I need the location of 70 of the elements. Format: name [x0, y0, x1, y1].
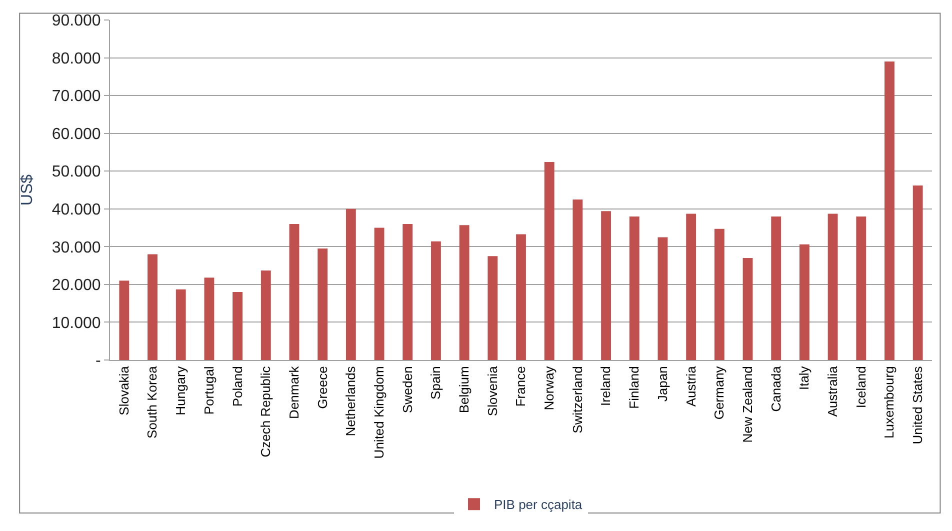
x-tick-label: Slovakia — [116, 365, 132, 416]
x-tick-label: Canada — [768, 365, 784, 412]
y-tick-label: 90.000 — [52, 12, 101, 30]
bar — [459, 225, 470, 360]
x-tick-label: Switzerland — [570, 366, 585, 434]
bar — [204, 278, 214, 360]
y-tick-label: - — [95, 352, 101, 370]
bar — [686, 214, 696, 360]
bar — [232, 292, 243, 360]
x-tick-label: Slovenia — [484, 365, 500, 416]
y-tick-label: 40.000 — [52, 201, 101, 218]
bar — [260, 270, 271, 360]
x-tick-label: Netherlands — [343, 366, 358, 436]
y-tick-label: 30.000 — [52, 239, 101, 256]
bar — [488, 256, 498, 360]
x-tick-label: South Korea — [144, 365, 160, 438]
x-tick-label: Germany — [712, 366, 727, 420]
bar — [176, 289, 186, 360]
x-tick-label: Portugal — [201, 366, 216, 415]
bar — [431, 241, 441, 360]
bar — [374, 228, 384, 360]
x-tick-label: Denmark — [286, 366, 302, 419]
y-tick-label: 20.000 — [52, 277, 101, 294]
x-tick-label: France — [513, 366, 528, 407]
bar — [884, 62, 894, 360]
x-tick-label: Poland — [230, 366, 245, 407]
bar — [148, 254, 158, 360]
x-tick-label: Austria — [683, 365, 698, 407]
bar — [912, 185, 923, 360]
x-tick-label: Australia — [825, 365, 840, 417]
x-tick-label: Luxembourg — [882, 366, 897, 438]
y-tick-label: 10.000 — [52, 314, 101, 332]
x-tick-label: Greece — [314, 366, 330, 409]
bar — [742, 258, 753, 360]
x-tick-label: Belgium — [456, 366, 472, 414]
bar — [601, 211, 611, 360]
bar — [516, 234, 526, 360]
y-tick-label: 80.000 — [52, 50, 101, 68]
bar — [119, 280, 130, 360]
x-tick-label: United States — [910, 366, 926, 444]
bar — [346, 208, 356, 360]
bar — [828, 214, 838, 360]
y-axis-title: US$ — [18, 174, 36, 206]
y-tick-label: 70.000 — [52, 88, 101, 106]
x-tick-label: Japan — [654, 366, 670, 402]
bar — [856, 216, 866, 360]
x-tick-label: New Zealand — [740, 366, 755, 443]
x-tick-label: Sweden — [400, 366, 415, 414]
bar — [402, 224, 413, 360]
legend-label: PIB per cçapita — [494, 497, 583, 512]
y-tick-label: 60.000 — [52, 126, 101, 143]
bar — [629, 216, 640, 360]
bar — [544, 162, 554, 360]
x-tick-label: Finland — [626, 366, 642, 409]
x-tick-label: Spain — [428, 366, 444, 400]
x-tick-label: United Kingdom — [372, 366, 387, 459]
x-tick-label: Italy — [796, 366, 812, 390]
x-tick-label: Iceland — [853, 366, 868, 408]
bar — [318, 248, 328, 360]
y-tick-label: 50.000 — [52, 164, 101, 181]
bar — [799, 244, 810, 360]
bar — [771, 216, 782, 360]
bar — [289, 224, 300, 360]
bar — [658, 237, 668, 360]
bar — [572, 199, 583, 360]
x-tick-label: Czech Republic — [258, 366, 274, 458]
x-tick-label: Ireland — [598, 366, 614, 406]
x-tick-label: Hungary — [173, 366, 188, 416]
x-tick-label: Norway — [542, 366, 557, 410]
bar — [714, 228, 724, 360]
